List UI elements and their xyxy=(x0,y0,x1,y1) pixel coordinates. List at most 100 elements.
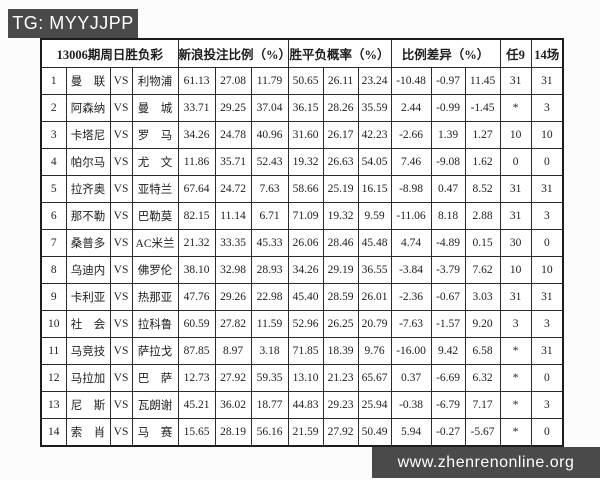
bet-win: 47.76 xyxy=(177,283,216,311)
diff-win: -3.84 xyxy=(390,256,432,284)
ren9-value: 10 xyxy=(499,256,532,284)
ren9-value: 30 xyxy=(499,229,532,257)
match-row: 6 那不勒 VS 巴勒莫 82.15 11.14 6.71 71.09 19.32 9.59 -11… xyxy=(40,202,564,230)
bet-win: 67.64 xyxy=(177,175,216,203)
diff-lose: 6.32 xyxy=(464,364,501,392)
c14-value: 3 xyxy=(530,94,564,122)
away-team: 巴勒莫 xyxy=(131,202,179,230)
home-team: 曼 联 xyxy=(65,67,111,95)
prob-win: 52.96 xyxy=(287,310,324,338)
bet-lose: 7.63 xyxy=(250,175,289,203)
match-row: 10 社 会 VS 拉科鲁 60.59 27.82 11.59 52.96 26.25 20.79… xyxy=(40,310,564,338)
row-number: 9 xyxy=(40,283,67,311)
row-number: 14 xyxy=(40,418,67,447)
bet-lose: 59.35 xyxy=(250,364,289,392)
bet-lose: 11.79 xyxy=(250,67,289,95)
bet-draw: 29.25 xyxy=(214,94,252,122)
c14-value: 0 xyxy=(530,229,564,257)
away-team: 佛罗伦 xyxy=(131,256,179,284)
bet-win: 34.26 xyxy=(177,121,216,149)
prob-draw: 28.26 xyxy=(322,94,359,122)
diff-draw: -1.57 xyxy=(430,310,466,338)
bet-win: 21.32 xyxy=(177,229,216,257)
header-ren9: 任9 xyxy=(499,38,532,68)
home-team: 帕尔马 xyxy=(65,148,111,176)
vs-label: VS xyxy=(109,202,133,230)
bet-lose: 3.18 xyxy=(250,337,289,365)
bet-win: 61.13 xyxy=(177,67,216,95)
vs-label: VS xyxy=(109,121,133,149)
prob-lose: 20.79 xyxy=(357,310,392,338)
c14-value: 10 xyxy=(530,256,564,284)
bet-draw: 28.19 xyxy=(214,418,252,447)
bet-draw: 27.82 xyxy=(214,310,252,338)
vs-label: VS xyxy=(109,364,133,392)
c14-value: 0 xyxy=(530,364,564,392)
prob-lose: 42.23 xyxy=(357,121,392,149)
row-number: 2 xyxy=(40,94,67,122)
bet-win: 82.15 xyxy=(177,202,216,230)
home-team: 拉齐奥 xyxy=(65,175,111,203)
vs-label: VS xyxy=(109,94,133,122)
prob-draw: 29.19 xyxy=(322,256,359,284)
away-team: 亚特兰 xyxy=(131,175,179,203)
diff-win: 2.44 xyxy=(390,94,432,122)
diff-lose: 3.03 xyxy=(464,283,501,311)
prob-win: 50.65 xyxy=(287,67,324,95)
bet-lose: 28.93 xyxy=(250,256,289,284)
match-row: 8 乌迪内 VS 佛罗伦 38.10 32.98 28.93 34.26 29.19 36.55-… xyxy=(40,256,564,284)
home-team: 尼 斯 xyxy=(65,391,111,419)
away-team: 利物浦 xyxy=(131,67,179,95)
prob-draw: 28.59 xyxy=(322,283,359,311)
diff-win: -7.63 xyxy=(390,310,432,338)
match-row: 7 桑普多 VS AC米兰 21.32 33.35 45.33 26.06 28.46 45.48… xyxy=(40,229,564,257)
ren9-value: * xyxy=(499,364,532,392)
prob-lose: 23.24 xyxy=(357,67,392,95)
diff-draw: -0.97 xyxy=(430,67,466,95)
diff-draw: -6.79 xyxy=(430,391,466,419)
ren9-value: 31 xyxy=(499,202,532,230)
diff-lose: 11.45 xyxy=(464,67,501,95)
prob-win: 71.85 xyxy=(287,337,324,365)
betting-odds-table: 13006期周日胜负彩 新浪投注比例（%） 胜平负概率（%） 比例差异（%） 任… xyxy=(40,38,565,447)
prob-draw: 26.11 xyxy=(322,67,359,95)
diff-lose: 7.62 xyxy=(464,256,501,284)
home-team: 索 肖 xyxy=(65,418,111,447)
diff-draw: -0.67 xyxy=(430,283,466,311)
vs-label: VS xyxy=(109,229,133,257)
prob-draw: 18.39 xyxy=(322,337,359,365)
row-number: 3 xyxy=(40,121,67,149)
prob-win: 19.32 xyxy=(287,148,324,176)
diff-win: -8.98 xyxy=(390,175,432,203)
away-team: 瓦朗谢 xyxy=(131,391,179,419)
prob-lose: 65.67 xyxy=(357,364,392,392)
ren9-value: * xyxy=(499,418,532,447)
ren9-value: * xyxy=(499,391,532,419)
c14-value: 31 xyxy=(530,175,564,203)
diff-win: 7.46 xyxy=(390,148,432,176)
match-row: 5 拉齐奥 VS 亚特兰 67.64 24.72 7.63 58.66 25.19 16.15 -8… xyxy=(40,175,564,203)
prob-draw: 26.25 xyxy=(322,310,359,338)
prob-win: 58.66 xyxy=(287,175,324,203)
c14-value: 31 xyxy=(530,67,564,95)
bet-win: 60.59 xyxy=(177,310,216,338)
vs-label: VS xyxy=(109,256,133,284)
bet-lose: 11.59 xyxy=(250,310,289,338)
bet-win: 33.71 xyxy=(177,94,216,122)
bet-win: 45.21 xyxy=(177,391,216,419)
website-watermark-banner: www.zhenrenonline.org xyxy=(372,447,600,478)
prob-win: 71.09 xyxy=(287,202,324,230)
c14-value: 0 xyxy=(530,148,564,176)
prob-draw: 28.46 xyxy=(322,229,359,257)
home-team: 马拉加 xyxy=(65,364,111,392)
row-number: 8 xyxy=(40,256,67,284)
diff-draw: -0.27 xyxy=(430,418,466,447)
away-team: 拉科鲁 xyxy=(131,310,179,338)
prob-draw: 25.19 xyxy=(322,175,359,203)
diff-lose: -5.67 xyxy=(464,418,501,447)
bet-lose: 37.04 xyxy=(250,94,289,122)
c14-value: 3 xyxy=(530,391,564,419)
row-number: 12 xyxy=(40,364,67,392)
diff-win: 0.37 xyxy=(390,364,432,392)
match-row: 4 帕尔马 VS 尤 文 11.86 35.71 52.43 19.32 26.63 54.05 7… xyxy=(40,148,564,176)
